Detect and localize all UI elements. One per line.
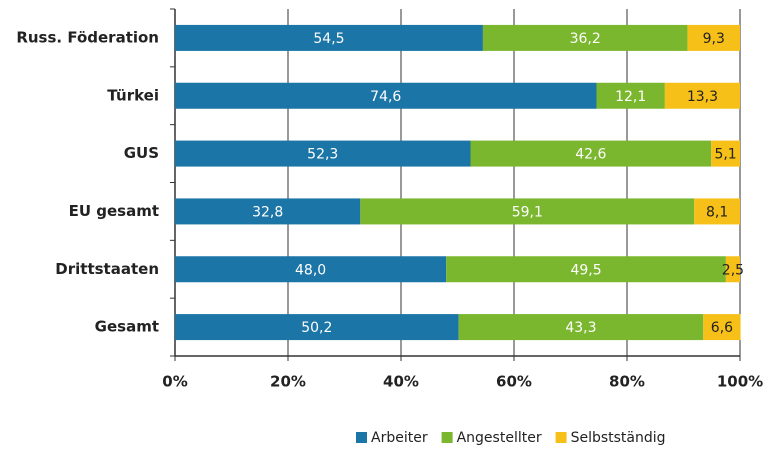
bar-segment xyxy=(175,82,597,109)
bar-segment xyxy=(596,82,665,109)
legend-label: Angestellter xyxy=(457,430,542,446)
value-label: 48,0 xyxy=(295,262,326,278)
x-tick-label: 40% xyxy=(383,373,419,391)
value-label: 52,3 xyxy=(307,147,338,163)
x-tick-label: 60% xyxy=(496,373,532,391)
x-tick-label: 0% xyxy=(162,373,187,391)
bar-segment xyxy=(458,314,704,341)
value-label: 9,3 xyxy=(703,31,725,47)
bar-segment xyxy=(175,24,483,51)
bar-segment xyxy=(711,140,740,167)
bar-segment xyxy=(664,82,740,109)
bar-segment xyxy=(703,314,741,341)
category-label: Türkei xyxy=(107,86,159,104)
value-label: 32,8 xyxy=(252,204,283,220)
value-label: 6,6 xyxy=(711,320,733,336)
value-label: 36,2 xyxy=(570,31,601,47)
bar-segment xyxy=(175,314,459,341)
bar-segment xyxy=(470,140,712,167)
legend-label: Selbstständig xyxy=(571,430,666,446)
category-label: Drittstaaten xyxy=(55,260,159,278)
category-label: EU gesamt xyxy=(69,202,159,220)
value-label: 49,5 xyxy=(570,262,601,278)
value-label: 54,5 xyxy=(313,31,344,47)
x-tick-label: 20% xyxy=(270,373,306,391)
value-label: 2,5 xyxy=(722,262,744,278)
value-label: 12,1 xyxy=(615,89,646,105)
bar-segment xyxy=(446,256,726,283)
bar-segment xyxy=(482,24,688,51)
category-label: Gesamt xyxy=(95,318,159,336)
bar-segment xyxy=(725,256,740,283)
value-label: 50,2 xyxy=(301,320,332,336)
bar-segment xyxy=(175,198,361,225)
bar-segment xyxy=(694,198,740,225)
legend-swatch xyxy=(441,432,453,443)
x-tick-label: 80% xyxy=(609,373,645,391)
x-tick-label: 100% xyxy=(717,373,763,391)
bar-segment xyxy=(360,198,695,225)
legend-swatch xyxy=(555,432,567,443)
category-label: GUS xyxy=(124,144,159,162)
value-label: 42,6 xyxy=(575,147,606,163)
bar-segment xyxy=(175,256,447,283)
value-label: 43,3 xyxy=(565,320,596,336)
legend-swatch xyxy=(356,432,367,443)
bar-segment xyxy=(175,140,471,167)
value-label: 59,1 xyxy=(512,204,543,220)
value-label: 74,6 xyxy=(370,89,401,105)
bar-segment xyxy=(687,24,740,51)
value-label: 8,1 xyxy=(706,204,728,220)
value-label: 5,1 xyxy=(714,147,736,163)
legend-label: Arbeiter xyxy=(371,430,428,446)
category-label: Russ. Föderation xyxy=(16,28,159,46)
value-label: 13,3 xyxy=(687,89,718,105)
